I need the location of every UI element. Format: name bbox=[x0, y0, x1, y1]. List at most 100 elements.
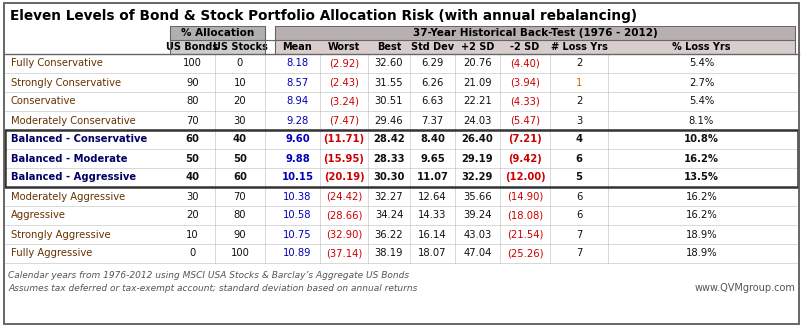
Text: 1: 1 bbox=[575, 77, 581, 88]
Text: % Allocation: % Allocation bbox=[180, 28, 253, 38]
Text: 70: 70 bbox=[186, 115, 199, 126]
Text: 9.60: 9.60 bbox=[285, 134, 310, 145]
Text: 80: 80 bbox=[186, 96, 199, 107]
Text: (37.14): (37.14) bbox=[326, 249, 362, 258]
Text: (9.42): (9.42) bbox=[508, 154, 541, 163]
Text: 12.64: 12.64 bbox=[418, 192, 446, 201]
Text: 16.2%: 16.2% bbox=[685, 192, 716, 201]
Text: 30: 30 bbox=[186, 192, 199, 201]
Text: 8.1%: 8.1% bbox=[688, 115, 713, 126]
Text: 10.15: 10.15 bbox=[282, 173, 313, 182]
Bar bbox=[170, 40, 265, 54]
Text: (3.24): (3.24) bbox=[329, 96, 358, 107]
Text: 18.9%: 18.9% bbox=[685, 249, 716, 258]
Text: (20.19): (20.19) bbox=[323, 173, 364, 182]
Text: 100: 100 bbox=[183, 58, 201, 69]
Text: 30.30: 30.30 bbox=[373, 173, 404, 182]
Text: (7.47): (7.47) bbox=[329, 115, 358, 126]
Text: Worst: Worst bbox=[327, 42, 359, 52]
Text: Fully Conservative: Fully Conservative bbox=[11, 58, 103, 69]
Text: 10.75: 10.75 bbox=[283, 230, 311, 239]
Text: Balanced - Conservative: Balanced - Conservative bbox=[11, 134, 147, 145]
Text: 6: 6 bbox=[575, 192, 581, 201]
Text: 2: 2 bbox=[575, 58, 581, 69]
Text: 9.88: 9.88 bbox=[285, 154, 310, 163]
Text: Best: Best bbox=[376, 42, 401, 52]
Text: 6.26: 6.26 bbox=[421, 77, 444, 88]
Text: 0: 0 bbox=[189, 249, 196, 258]
Text: Fully Aggressive: Fully Aggressive bbox=[11, 249, 92, 258]
Text: (12.00): (12.00) bbox=[504, 173, 545, 182]
Text: 26.40: 26.40 bbox=[461, 134, 492, 145]
Text: 40: 40 bbox=[185, 173, 199, 182]
Text: +2 SD: +2 SD bbox=[460, 42, 493, 52]
Text: 60: 60 bbox=[233, 173, 247, 182]
Text: 10.8%: 10.8% bbox=[683, 134, 718, 145]
Text: 3: 3 bbox=[575, 115, 581, 126]
Text: 7: 7 bbox=[575, 230, 581, 239]
Text: 29.46: 29.46 bbox=[375, 115, 403, 126]
Text: (5.47): (5.47) bbox=[509, 115, 539, 126]
Text: 32.60: 32.60 bbox=[375, 58, 403, 69]
Text: 6: 6 bbox=[575, 211, 581, 220]
Text: 2: 2 bbox=[575, 96, 581, 107]
Text: 6: 6 bbox=[575, 154, 581, 163]
Text: 28.33: 28.33 bbox=[373, 154, 404, 163]
Text: Strongly Aggressive: Strongly Aggressive bbox=[11, 230, 111, 239]
Text: 90: 90 bbox=[186, 77, 199, 88]
Text: 22.21: 22.21 bbox=[463, 96, 492, 107]
Text: 10.89: 10.89 bbox=[283, 249, 311, 258]
Text: 100: 100 bbox=[230, 249, 249, 258]
Text: 38.19: 38.19 bbox=[375, 249, 403, 258]
Text: Eleven Levels of Bond & Stock Portfolio Allocation Risk (with annual rebalancing: Eleven Levels of Bond & Stock Portfolio … bbox=[10, 9, 636, 23]
Text: -2 SD: -2 SD bbox=[510, 42, 539, 52]
Text: Calendar years from 1976-2012 using MSCI USA Stocks & Barclay’s Aggregate US Bon: Calendar years from 1976-2012 using MSCI… bbox=[8, 271, 408, 280]
Text: 13.5%: 13.5% bbox=[683, 173, 718, 182]
Text: 70: 70 bbox=[233, 192, 246, 201]
Text: 30.51: 30.51 bbox=[375, 96, 403, 107]
Text: 90: 90 bbox=[233, 230, 246, 239]
Text: 20: 20 bbox=[233, 96, 246, 107]
Text: 9.28: 9.28 bbox=[286, 115, 308, 126]
Text: 31.55: 31.55 bbox=[375, 77, 403, 88]
Text: 6.29: 6.29 bbox=[421, 58, 444, 69]
Text: (2.43): (2.43) bbox=[329, 77, 358, 88]
Text: 9.65: 9.65 bbox=[419, 154, 444, 163]
Text: 18.9%: 18.9% bbox=[685, 230, 716, 239]
Text: (4.33): (4.33) bbox=[509, 96, 539, 107]
Text: 10: 10 bbox=[186, 230, 199, 239]
Text: 16.2%: 16.2% bbox=[683, 154, 718, 163]
Text: 43.03: 43.03 bbox=[463, 230, 491, 239]
Text: 80: 80 bbox=[233, 211, 246, 220]
Text: Assumes tax deferred or tax-exempt account; standard deviation based on annual r: Assumes tax deferred or tax-exempt accou… bbox=[8, 284, 417, 293]
Text: 6.63: 6.63 bbox=[421, 96, 443, 107]
Text: 5.4%: 5.4% bbox=[688, 58, 713, 69]
Text: # Loss Yrs: # Loss Yrs bbox=[550, 42, 606, 52]
Text: 24.03: 24.03 bbox=[463, 115, 491, 126]
Text: 30: 30 bbox=[233, 115, 246, 126]
Text: (2.92): (2.92) bbox=[329, 58, 358, 69]
Text: (4.40): (4.40) bbox=[509, 58, 539, 69]
Bar bbox=[274, 40, 794, 54]
Text: Balanced - Moderate: Balanced - Moderate bbox=[11, 154, 128, 163]
Bar bbox=[274, 26, 794, 40]
Text: 60: 60 bbox=[185, 134, 199, 145]
Text: 7: 7 bbox=[575, 249, 581, 258]
Text: Aggressive: Aggressive bbox=[11, 211, 66, 220]
Text: 10: 10 bbox=[233, 77, 246, 88]
Text: 36.22: 36.22 bbox=[375, 230, 403, 239]
Text: 50: 50 bbox=[185, 154, 199, 163]
Text: (11.71): (11.71) bbox=[323, 134, 364, 145]
Text: Moderately Aggressive: Moderately Aggressive bbox=[11, 192, 125, 201]
Text: Std Dev: Std Dev bbox=[411, 42, 453, 52]
Text: 10.58: 10.58 bbox=[283, 211, 311, 220]
Text: 35.66: 35.66 bbox=[463, 192, 491, 201]
Text: Conservative: Conservative bbox=[11, 96, 76, 107]
Text: Moderately Conservative: Moderately Conservative bbox=[11, 115, 136, 126]
Text: US Bonds: US Bonds bbox=[166, 42, 218, 52]
Text: (7.21): (7.21) bbox=[508, 134, 541, 145]
Text: 28.42: 28.42 bbox=[373, 134, 404, 145]
Text: 47.04: 47.04 bbox=[463, 249, 491, 258]
Text: Mean: Mean bbox=[282, 42, 312, 52]
Text: 50: 50 bbox=[233, 154, 247, 163]
